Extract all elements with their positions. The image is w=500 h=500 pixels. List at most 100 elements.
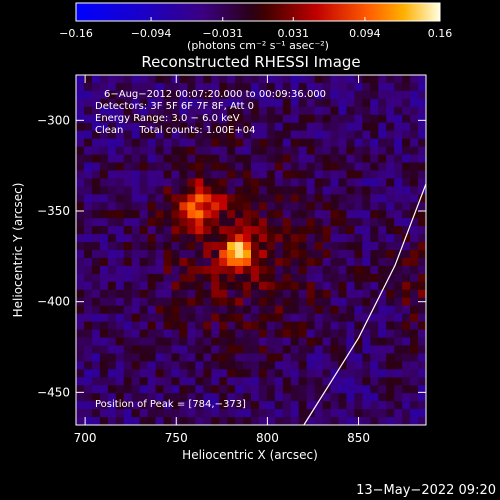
heatmap-cell <box>107 122 117 132</box>
heatmap-cell <box>354 178 363 187</box>
heatmap-cell <box>131 138 141 148</box>
heatmap-cell <box>306 122 316 132</box>
heatmap-cell <box>203 313 212 323</box>
heatmap-cell <box>131 242 141 251</box>
heatmap-cell <box>91 218 101 227</box>
heatmap-cell <box>91 114 101 124</box>
heatmap-cell <box>91 75 101 84</box>
heatmap-cell <box>139 242 149 251</box>
heatmap-cell <box>91 321 101 331</box>
heatmap-cell <box>171 393 181 402</box>
heatmap-cell <box>171 361 181 370</box>
heatmap-cell <box>386 417 395 425</box>
heatmap-cell <box>354 210 363 219</box>
heatmap-cell <box>107 345 117 355</box>
heatmap-cell <box>219 162 228 172</box>
heatmap-cell <box>115 361 125 370</box>
heatmap-cell <box>155 194 165 203</box>
heatmap-cell <box>203 377 212 386</box>
heatmap-cell <box>370 162 379 172</box>
heatmap-cell <box>83 146 93 156</box>
heatmap-cell <box>91 154 101 164</box>
heatmap-cell <box>282 218 292 227</box>
heatmap-cell <box>290 250 300 259</box>
heatmap-cell <box>195 265 204 275</box>
heatmap-cell <box>298 393 308 402</box>
heatmap-cell <box>99 393 109 402</box>
heatmap-cell <box>274 313 284 323</box>
heatmap-cell <box>163 361 173 370</box>
heatmap-cell <box>179 393 188 402</box>
heatmap-cell <box>76 361 85 370</box>
heatmap-cell <box>354 321 363 331</box>
heatmap-cell <box>123 186 133 195</box>
heatmap-cell <box>163 281 173 291</box>
heatmap-cell <box>235 369 244 378</box>
heatmap-cell <box>306 75 316 84</box>
heatmap-cell <box>346 297 356 307</box>
heatmap-cell <box>274 106 284 116</box>
heatmap-cell <box>314 369 324 378</box>
heatmap-cell <box>211 265 220 275</box>
heatmap-cell <box>290 234 300 243</box>
heatmap-cell <box>418 265 426 275</box>
heatmap-cell <box>139 305 149 315</box>
heatmap-cell <box>258 313 268 323</box>
heatmap-cell <box>76 289 85 299</box>
heatmap-cell <box>99 90 109 100</box>
heatmap-cell <box>131 122 141 132</box>
heatmap-cell <box>298 130 308 140</box>
heatmap-cell <box>346 210 356 219</box>
heatmap-cell <box>418 353 426 362</box>
heatmap-cell <box>330 130 340 140</box>
heatmap-cell <box>410 265 419 275</box>
heatmap-cell <box>91 242 101 251</box>
heatmap-cell <box>338 186 348 195</box>
heatmap-cell <box>314 401 324 410</box>
heatmap-cell <box>179 170 188 180</box>
heatmap-cell <box>91 361 101 370</box>
heatmap-cell <box>362 273 371 283</box>
heatmap-cell <box>243 281 252 291</box>
heatmap-cell <box>211 417 220 425</box>
heatmap-cell <box>235 106 244 116</box>
heatmap-cell <box>290 265 300 275</box>
heatmap-cell <box>346 305 356 315</box>
heatmap-cell <box>203 401 212 410</box>
heatmap-cell <box>155 345 165 355</box>
heatmap-cell <box>195 297 204 307</box>
heatmap-cell <box>306 297 316 307</box>
heatmap-cell <box>394 106 403 116</box>
heatmap-cell <box>290 369 300 378</box>
heatmap-cell <box>251 138 260 148</box>
heatmap-cell <box>131 98 141 108</box>
heatmap-cell <box>251 114 260 124</box>
heatmap-cell <box>187 122 196 132</box>
x-tick-label: 700 <box>74 431 97 445</box>
heatmap-cell <box>227 345 236 355</box>
heatmap-cell <box>322 90 332 100</box>
heatmap-cell <box>91 194 101 203</box>
heatmap-cell <box>322 305 332 315</box>
heatmap-cell <box>370 202 379 211</box>
heatmap-cell <box>155 90 165 100</box>
heatmap-cell <box>258 409 268 418</box>
heatmap-cell <box>179 130 188 140</box>
heatmap-cell <box>266 226 276 235</box>
heatmap-cell <box>187 114 196 124</box>
heatmap-cell <box>99 170 109 180</box>
heatmap-cell <box>322 417 332 425</box>
heatmap-cell <box>362 329 371 339</box>
heatmap-cell <box>394 130 403 140</box>
heatmap-cell <box>306 337 316 347</box>
heatmap-cell <box>251 234 260 243</box>
heatmap-cell <box>195 250 204 259</box>
heatmap-cell <box>402 273 411 283</box>
heatmap-cell <box>258 98 268 108</box>
heatmap-cell <box>354 265 363 275</box>
heatmap-cell <box>346 337 356 347</box>
heatmap-cell <box>314 417 324 425</box>
heatmap-cell <box>179 401 188 410</box>
heatmap-cell <box>418 409 426 418</box>
heatmap-cell <box>362 210 371 219</box>
